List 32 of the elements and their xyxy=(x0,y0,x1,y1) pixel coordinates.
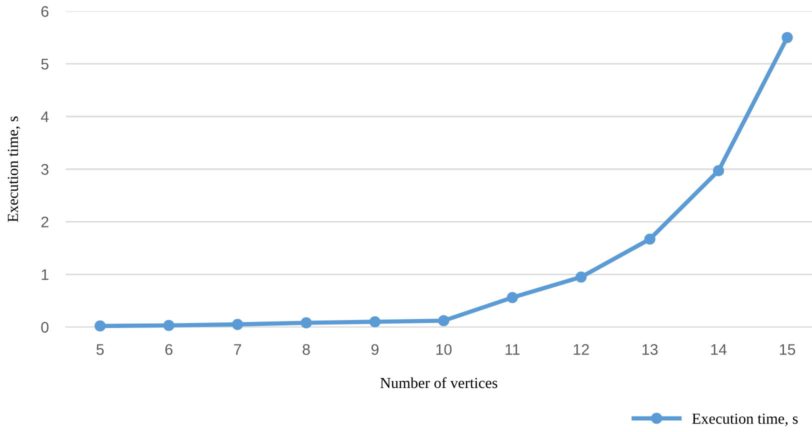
legend-label: Execution time, s xyxy=(692,414,798,426)
x-tick-label: 10 xyxy=(436,344,452,355)
point xyxy=(506,292,518,304)
point xyxy=(369,316,381,328)
x-tick-label: 13 xyxy=(642,344,658,355)
x-tick-label: 9 xyxy=(371,344,379,355)
x-tick-label: 7 xyxy=(234,344,242,355)
point xyxy=(163,320,174,331)
x-tick-label: 15 xyxy=(780,344,796,355)
point xyxy=(576,271,587,283)
point xyxy=(232,318,244,330)
point xyxy=(712,165,724,176)
y-tick-label: 3 xyxy=(41,164,48,175)
x-tick-label: 5 xyxy=(96,344,104,355)
y-tick-label: 1 xyxy=(42,269,48,280)
y-tick-label: 0 xyxy=(41,322,49,333)
y-axis-title: Execution time, s xyxy=(8,116,20,222)
point xyxy=(300,317,312,328)
y-tick-label: 4 xyxy=(40,112,49,122)
x-tick-label: 8 xyxy=(302,344,310,355)
point xyxy=(94,320,106,332)
point xyxy=(438,315,450,326)
point xyxy=(644,234,656,245)
y-tick-label: 2 xyxy=(41,216,48,228)
x-tick-label: 6 xyxy=(165,344,172,355)
x-tick-label: 12 xyxy=(574,344,589,355)
x-axis-title: Number of vertices xyxy=(380,377,498,388)
x-tick-label: 14 xyxy=(711,344,727,355)
y-tick-label: 6 xyxy=(41,6,48,17)
point xyxy=(782,32,793,44)
y-tick-label: 5 xyxy=(41,58,48,70)
x-tick-label: 11 xyxy=(506,344,520,355)
